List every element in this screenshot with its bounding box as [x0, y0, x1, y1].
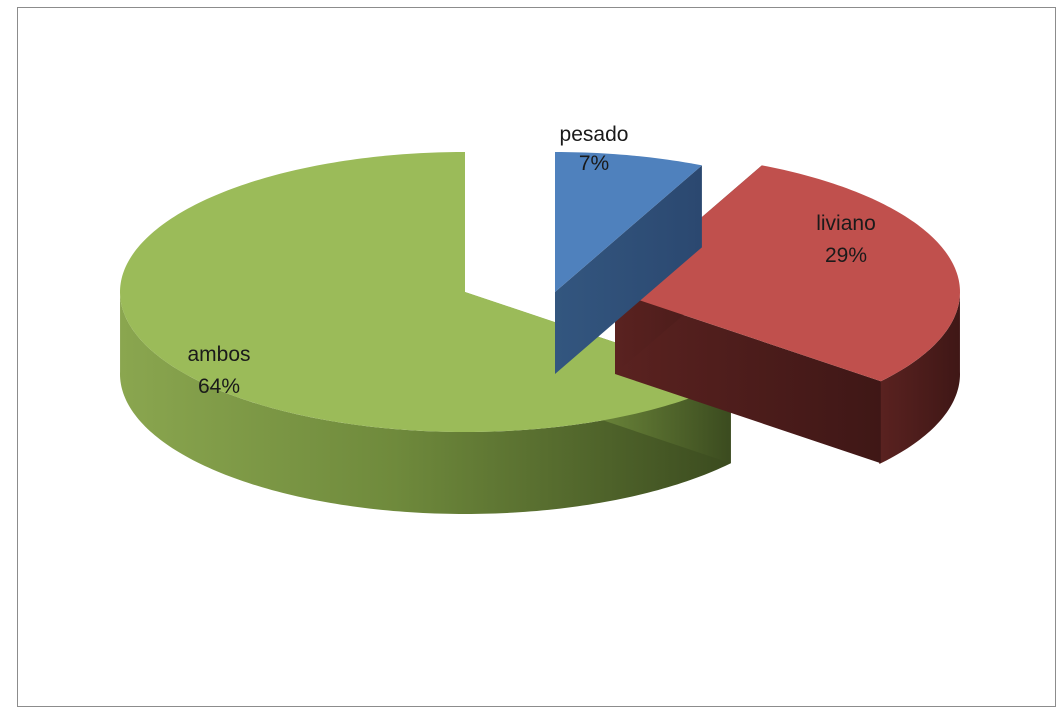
- slice-pesado: [555, 152, 702, 292]
- slice-side-ambos: [120, 289, 731, 514]
- label-ambos-percent: 64%: [198, 375, 240, 398]
- label-ambos-name: ambos: [187, 343, 250, 366]
- slice-side-liviano: [879, 289, 960, 464]
- label-liviano-name: liviano: [816, 212, 876, 235]
- label-pesado-percent: 7%: [579, 152, 609, 175]
- slice-ambos: [120, 152, 731, 432]
- pie-chart: pesado 7% liviano 29% ambos 64%: [120, 123, 960, 514]
- slice-wall-pesado-0: [555, 165, 702, 374]
- label-liviano-percent: 29%: [825, 244, 867, 267]
- label-pesado-name: pesado: [560, 123, 629, 146]
- slice-wall-liviano-0: [615, 292, 881, 464]
